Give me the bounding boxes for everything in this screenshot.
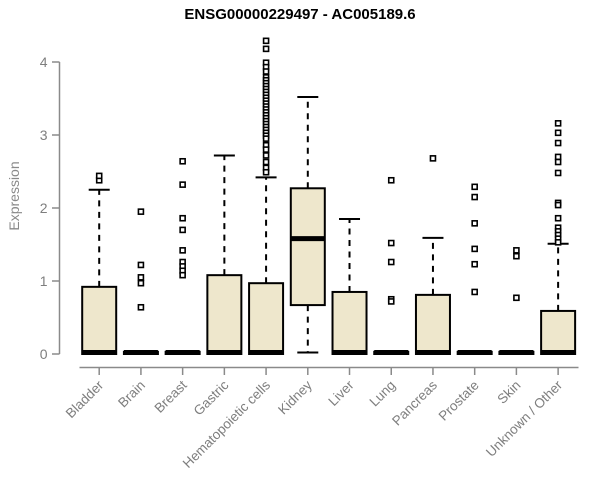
x-tick-label-prostate: Prostate <box>436 378 482 424</box>
x-tick-label-skin: Skin <box>494 378 523 407</box>
outlier-point <box>554 158 562 166</box>
outlier-point <box>554 239 562 246</box>
box <box>81 285 118 355</box>
outlier-point <box>387 258 395 266</box>
box-group-pancreas <box>414 155 451 356</box>
outlier-point <box>554 139 562 147</box>
outlier-point <box>137 303 145 311</box>
outlier-point <box>179 181 186 188</box>
x-tick-label-gastric: Gastric <box>191 377 232 418</box>
box-group-breast <box>164 157 201 356</box>
outlier-point <box>262 45 270 53</box>
outlier-point <box>471 245 478 253</box>
box <box>206 274 243 355</box>
outlier-point <box>262 158 270 166</box>
outlier-point <box>95 172 103 180</box>
box-group-unknown-other <box>540 120 577 356</box>
x-tick-label-bladder: Bladder <box>63 377 107 421</box>
chart-title: ENSG00000229497 - AC005189.6 <box>184 6 416 23</box>
x-tick-label-kidney: Kidney <box>275 377 315 417</box>
outlier-point <box>554 129 562 137</box>
outlier-point <box>471 288 478 296</box>
box-group-hematopoietic-cells <box>248 37 285 356</box>
outlier-point <box>179 214 186 222</box>
x-tick-label-unknown-other: Unknown / Other <box>483 377 566 460</box>
outlier-point <box>387 176 395 184</box>
outlier-point <box>513 294 520 302</box>
outlier-point <box>471 193 478 201</box>
outlier-point <box>387 298 395 305</box>
box <box>331 290 368 356</box>
outlier-point <box>179 157 186 165</box>
outlier-point <box>471 260 478 268</box>
outlier-point <box>554 120 562 127</box>
box-group-lung <box>373 176 410 356</box>
box-group-bladder <box>81 172 118 356</box>
outlier-point <box>262 146 270 153</box>
box-group-skin <box>498 247 535 356</box>
outlier-point <box>137 274 145 281</box>
x-tick-label-pancreas: Pancreas <box>389 377 440 428</box>
box-group-liver <box>331 217 368 356</box>
outlier-point <box>179 271 186 279</box>
outlier-point <box>137 261 145 269</box>
y-tick-label: 3 <box>40 127 48 143</box>
box-group-prostate <box>456 183 493 356</box>
outlier-point <box>179 226 186 234</box>
outlier-point <box>262 37 270 45</box>
x-tick-label-lung: Lung <box>367 378 399 410</box>
box <box>540 309 577 355</box>
box-group-gastric <box>206 154 243 356</box>
outlier-point <box>137 208 145 215</box>
x-tick-label-breast: Breast <box>152 377 190 415</box>
outlier-point <box>554 169 562 177</box>
outlier-point <box>429 155 437 162</box>
outlier-point <box>262 168 270 176</box>
y-tick-label: 1 <box>40 273 48 289</box>
outlier-point <box>554 153 562 161</box>
box <box>248 282 285 355</box>
y-axis: 0 1 2 3 4 <box>40 54 61 362</box>
outlier-point <box>137 279 145 287</box>
outlier-point <box>554 201 562 209</box>
outlier-point <box>513 247 520 254</box>
outlier-point <box>179 247 186 254</box>
outlier-point <box>387 239 395 247</box>
outlier-point <box>471 183 478 191</box>
y-tick-label: 0 <box>40 346 48 362</box>
outlier-point <box>471 220 478 227</box>
outlier-point <box>554 214 562 222</box>
y-tick-label: 2 <box>40 200 48 216</box>
y-tick-label: 4 <box>40 54 48 70</box>
outlier-point <box>262 68 270 75</box>
x-tick-label-brain: Brain <box>115 378 148 411</box>
outlier-point <box>262 152 270 159</box>
box <box>289 187 326 307</box>
outlier-point <box>513 252 520 260</box>
box-group-brain <box>122 208 159 356</box>
box <box>414 293 451 355</box>
outlier-point <box>262 135 270 142</box>
box-group-kidney <box>289 96 326 354</box>
x-tick-label-liver: Liver <box>325 377 357 409</box>
